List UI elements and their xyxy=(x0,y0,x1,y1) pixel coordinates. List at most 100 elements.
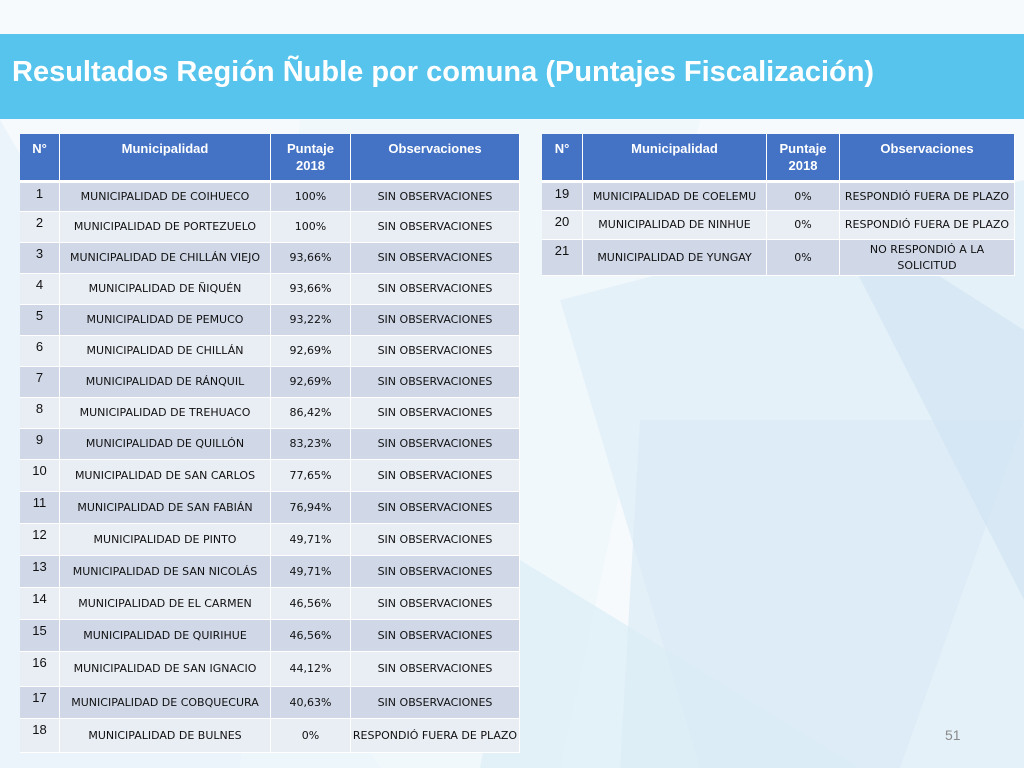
header-puntaje: Puntaje 2018 xyxy=(767,134,840,183)
row-puntaje: 49,71% xyxy=(271,556,351,588)
table-row: 16 MUNICIPALIDAD DE SAN IGNACIO 44,12% SIN … xyxy=(20,652,520,687)
row-observaciones: SIN OBSERVACIONES xyxy=(351,336,520,367)
row-municipalidad: MUNICIPALIDAD DE NINHUE xyxy=(583,211,767,240)
row-municipalidad: MUNICIPALIDAD DE QUIRIHUE xyxy=(60,620,271,652)
row-number: 4 xyxy=(20,274,60,305)
row-puntaje: 100% xyxy=(271,212,351,243)
table-row: 20 MUNICIPALIDAD DE NINHUE 0% RESPONDIÓ FUE… xyxy=(542,211,1015,240)
table-row: 4 MUNICIPALIDAD DE ÑIQUÉN 93,66% SIN OBSERV… xyxy=(20,274,520,305)
row-municipalidad: MUNICIPALIDAD DE QUILLÓN xyxy=(60,429,271,460)
row-municipalidad: MUNICIPALIDAD DE CHILLÁN VIEJO xyxy=(60,243,271,274)
row-municipalidad: MUNICIPALIDAD DE SAN IGNACIO xyxy=(60,652,271,687)
page-number: 51 xyxy=(945,727,961,743)
left-results-table: N° Municipalidad Puntaje 2018 Observacio… xyxy=(20,134,520,753)
row-puntaje: 86,42% xyxy=(271,398,351,429)
row-municipalidad: MUNICIPALIDAD DE EL CARMEN xyxy=(60,588,271,620)
row-observaciones: SIN OBSERVACIONES xyxy=(351,367,520,398)
row-observaciones: SIN OBSERVACIONES xyxy=(351,398,520,429)
table-row: 21 MUNICIPALIDAD DE YUNGAY 0% NO RESPONDIÓ … xyxy=(542,240,1015,276)
table-row: 1 MUNICIPALIDAD DE COIHUECO 100% SIN OBSERV… xyxy=(20,183,520,212)
row-puntaje: 44,12% xyxy=(271,652,351,687)
row-observaciones: SIN OBSERVACIONES xyxy=(351,492,520,524)
row-observaciones: SIN OBSERVACIONES xyxy=(351,687,520,719)
table-row: 18 MUNICIPALIDAD DE BULNES 0% RESPONDIÓ FUE… xyxy=(20,719,520,753)
slide-title: Resultados Región Ñuble por comuna (Punt… xyxy=(12,56,875,88)
row-observaciones: SIN OBSERVACIONES xyxy=(351,212,520,243)
row-number: 9 xyxy=(20,429,60,460)
row-puntaje: 0% xyxy=(271,719,351,753)
row-puntaje: 46,56% xyxy=(271,620,351,652)
row-observaciones: NO RESPONDIÓ A LA SOLICITUD xyxy=(840,240,1015,276)
row-observaciones: SIN OBSERVACIONES xyxy=(351,305,520,336)
table-header-row: N° Municipalidad Puntaje 2018 Observacio… xyxy=(20,134,520,183)
header-municipalidad: Municipalidad xyxy=(583,134,767,183)
table-row: 14 MUNICIPALIDAD DE EL CARMEN 46,56% SIN OB… xyxy=(20,588,520,620)
row-number: 11 xyxy=(20,492,60,524)
row-number: 7 xyxy=(20,367,60,398)
row-puntaje: 0% xyxy=(767,183,840,211)
row-puntaje: 93,66% xyxy=(271,274,351,305)
row-municipalidad: MUNICIPALIDAD DE ÑIQUÉN xyxy=(60,274,271,305)
table-row: 19 MUNICIPALIDAD DE COELEMU 0% RESPONDIÓ FU… xyxy=(542,183,1015,211)
table-row: 6 MUNICIPALIDAD DE CHILLÁN 92,69% SIN OBSER… xyxy=(20,336,520,367)
row-municipalidad: MUNICIPALIDAD DE RÁNQUIL xyxy=(60,367,271,398)
row-number: 16 xyxy=(20,652,60,687)
header-n: N° xyxy=(542,134,583,183)
header-municipalidad: Municipalidad xyxy=(60,134,271,183)
row-observaciones: RESPONDIÓ FUERA DE PLAZO xyxy=(351,719,520,753)
row-observaciones: SIN OBSERVACIONES xyxy=(351,460,520,492)
header-observaciones: Observaciones xyxy=(351,134,520,183)
row-puntaje: 77,65% xyxy=(271,460,351,492)
row-municipalidad: MUNICIPALIDAD DE SAN NICOLÁS xyxy=(60,556,271,588)
row-observaciones: RESPONDIÓ FUERA DE PLAZO xyxy=(840,183,1015,211)
row-puntaje: 93,66% xyxy=(271,243,351,274)
right-results-table: N° Municipalidad Puntaje 2018 Observacio… xyxy=(542,134,1015,276)
table-row: 12 MUNICIPALIDAD DE PINTO 49,71% SIN OBSERV… xyxy=(20,524,520,556)
table-row: 3 MUNICIPALIDAD DE CHILLÁN VIEJO 93,66% SIN… xyxy=(20,243,520,274)
row-puntaje: 100% xyxy=(271,183,351,212)
row-puntaje: 40,63% xyxy=(271,687,351,719)
row-number: 1 xyxy=(20,183,60,212)
row-observaciones: RESPONDIÓ FUERA DE PLAZO xyxy=(840,211,1015,240)
row-municipalidad: MUNICIPALIDAD DE PEMUCO xyxy=(60,305,271,336)
row-puntaje: 76,94% xyxy=(271,492,351,524)
row-puntaje: 49,71% xyxy=(271,524,351,556)
row-observaciones: SIN OBSERVACIONES xyxy=(351,274,520,305)
row-number: 14 xyxy=(20,588,60,620)
row-municipalidad: MUNICIPALIDAD DE COELEMU xyxy=(583,183,767,211)
row-number: 19 xyxy=(542,183,583,211)
title-bar: Resultados Región Ñuble por comuna (Punt… xyxy=(0,34,1024,119)
table-row: 11 MUNICIPALIDAD DE SAN FABIÁN 76,94% SIN O… xyxy=(20,492,520,524)
row-number: 8 xyxy=(20,398,60,429)
row-municipalidad: MUNICIPALIDAD DE BULNES xyxy=(60,719,271,753)
row-observaciones: SIN OBSERVACIONES xyxy=(351,652,520,687)
table-row: 7 MUNICIPALIDAD DE RÁNQUIL 92,69% SIN OBSER… xyxy=(20,367,520,398)
row-puntaje: 0% xyxy=(767,240,840,276)
row-number: 17 xyxy=(20,687,60,719)
row-puntaje: 0% xyxy=(767,211,840,240)
table-row: 8 MUNICIPALIDAD DE TREHUACO 86,42% SIN OBSE… xyxy=(20,398,520,429)
row-observaciones: SIN OBSERVACIONES xyxy=(351,588,520,620)
table-row: 13 MUNICIPALIDAD DE SAN NICOLÁS 49,71% SIN … xyxy=(20,556,520,588)
row-municipalidad: MUNICIPALIDAD DE SAN CARLOS xyxy=(60,460,271,492)
table-row: 15 MUNICIPALIDAD DE QUIRIHUE 46,56% SIN OBS… xyxy=(20,620,520,652)
table-row: 2 MUNICIPALIDAD DE PORTEZUELO 100% SIN OBSE… xyxy=(20,212,520,243)
row-municipalidad: MUNICIPALIDAD DE TREHUACO xyxy=(60,398,271,429)
row-municipalidad: MUNICIPALIDAD DE CHILLÁN xyxy=(60,336,271,367)
row-puntaje: 92,69% xyxy=(271,367,351,398)
row-number: 20 xyxy=(542,211,583,240)
row-number: 12 xyxy=(20,524,60,556)
row-puntaje: 93,22% xyxy=(271,305,351,336)
row-municipalidad: MUNICIPALIDAD DE COIHUECO xyxy=(60,183,271,212)
row-observaciones: SIN OBSERVACIONES xyxy=(351,524,520,556)
row-number: 3 xyxy=(20,243,60,274)
row-observaciones: SIN OBSERVACIONES xyxy=(351,429,520,460)
row-number: 6 xyxy=(20,336,60,367)
row-observaciones: SIN OBSERVACIONES xyxy=(351,183,520,212)
row-number: 21 xyxy=(542,240,583,276)
row-puntaje: 83,23% xyxy=(271,429,351,460)
row-municipalidad: MUNICIPALIDAD DE COBQUECURA xyxy=(60,687,271,719)
table-row: 17 MUNICIPALIDAD DE COBQUECURA 40,63% SIN O… xyxy=(20,687,520,719)
row-municipalidad: MUNICIPALIDAD DE PORTEZUELO xyxy=(60,212,271,243)
table-row: 10 MUNICIPALIDAD DE SAN CARLOS 77,65% SIN O… xyxy=(20,460,520,492)
